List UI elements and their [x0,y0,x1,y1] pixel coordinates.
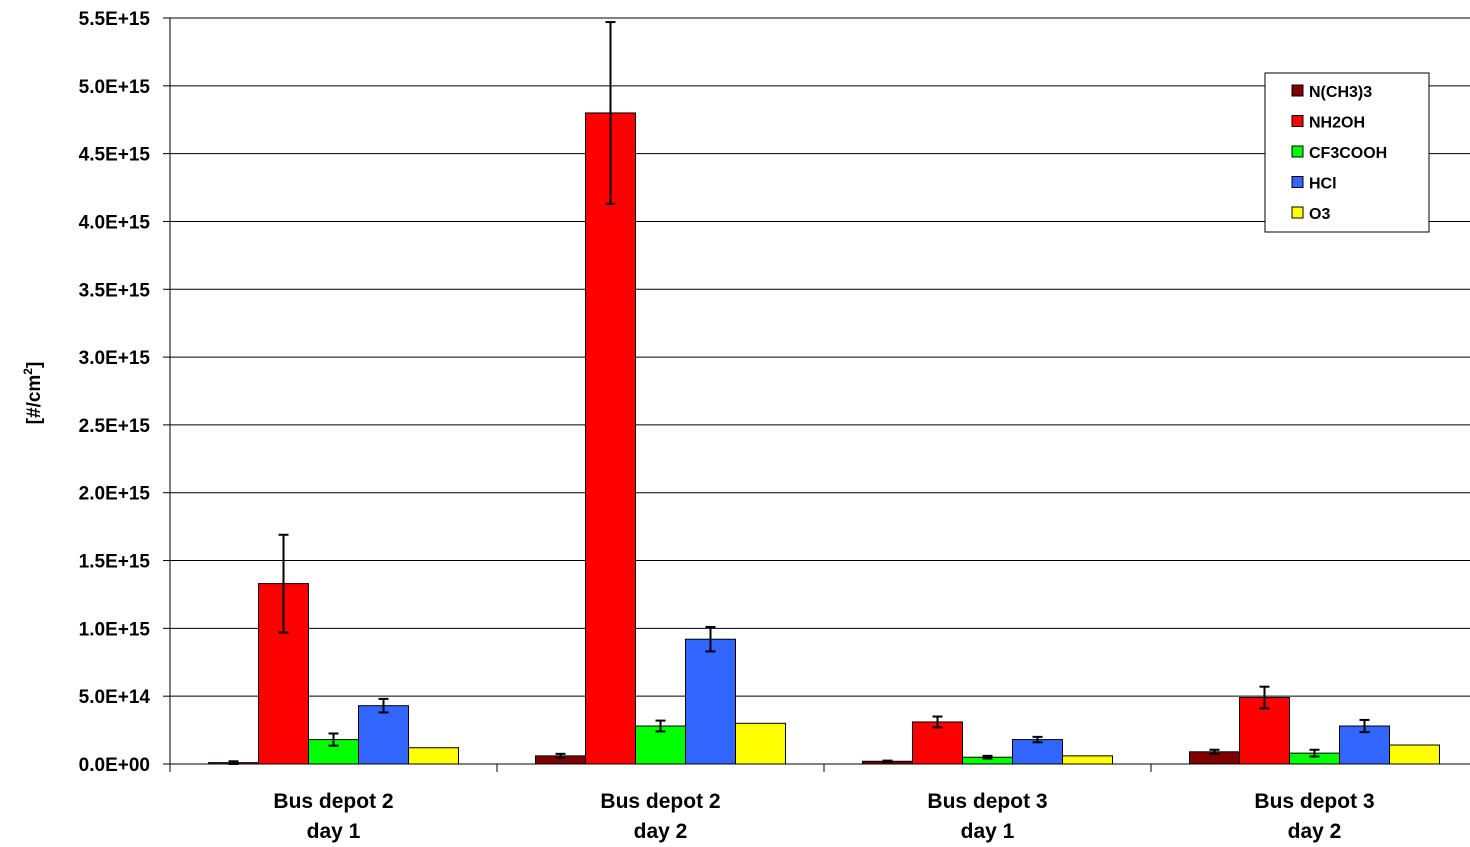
legend-label: HCl [1309,176,1337,193]
legend-swatch [1291,206,1304,219]
y-tick-label: 3.5E+15 [79,280,151,301]
bar [585,112,636,765]
bar [912,721,963,765]
legend-swatch [1291,145,1304,158]
bar [1062,755,1113,765]
y-tick-label: 2.0E+15 [79,484,151,505]
y-axis-label-close: ] [24,362,45,368]
y-tick-label: 1.5E+15 [79,552,151,573]
x-tick-label: Bus depot 3 [1254,790,1374,813]
y-tick-label: 1.0E+15 [79,619,151,640]
y-tick-label: 5.5E+15 [79,9,151,30]
legend-swatch [1291,115,1304,127]
bar [358,705,409,765]
y-tick-label: 0.0E+00 [79,755,150,776]
legend-label: NH2OH [1309,115,1365,132]
x-tick-label: Bus depot 2 [600,790,720,813]
bar [735,722,786,765]
y-tick-label: 3.0E+15 [79,348,151,369]
y-tick-label: 4.5E+15 [79,145,151,166]
x-tick-label: Bus depot 3 [927,790,1047,813]
x-tick-labels: Bus depot 2 day 1 Bus depot 2 day 2 Bus depo… [273,790,1374,843]
x-tick-label: day 2 [634,820,688,843]
legend-label: CF3COOH [1309,145,1387,162]
x-tick-label: day 2 [1288,820,1342,843]
bar [408,747,459,765]
legend-swatch [1291,84,1304,97]
y-tick-label: 5.0E+14 [79,687,151,708]
bar [1012,739,1063,765]
legend-swatch [1291,176,1304,188]
legend-label: O3 [1309,206,1330,223]
y-tick-labels: 0.0E+00 5.0E+14 1.0E+15 1.5E+15 2.0E+15 2.5E+… [79,9,151,776]
legend-label: N(CH3)3 [1309,84,1372,101]
bars [208,112,1440,765]
y-axis-label: [#/cm2] [21,362,45,425]
x-tick-label: day 1 [307,820,361,843]
bar [685,638,736,765]
bar [1389,744,1440,765]
y-tick-label: 5.0E+15 [79,77,151,98]
y-tick-label: 4.0E+15 [79,212,151,233]
legend: N(CH3)3 NH2OH CF3COOH HCl O3 [1264,72,1430,233]
gridlines [170,17,1470,697]
x-tick-label: Bus depot 2 [273,790,393,813]
y-axis-label-main: [#/cm [24,375,45,425]
axes [163,17,1470,772]
y-axis-label-sup: 2 [21,368,35,375]
x-tick-label: day 1 [961,820,1015,843]
y-tick-label: 2.5E+15 [79,416,151,437]
error-bars [228,21,1370,765]
